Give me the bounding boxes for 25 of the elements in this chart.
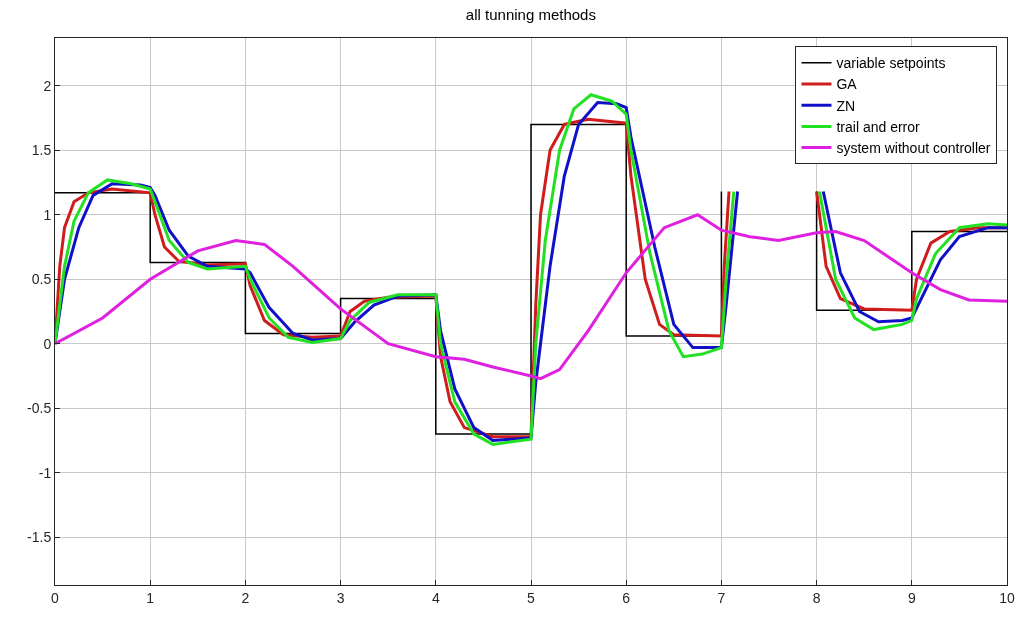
legend-label: GA — [836, 76, 858, 93]
y-tick-label: 1.5 — [31, 142, 52, 159]
x-tick-label: 10 — [999, 589, 1015, 606]
x-tick-label: 7 — [717, 589, 726, 606]
y-tick-label: 2 — [43, 77, 52, 94]
x-tick-label: 1 — [146, 589, 155, 606]
x-tick-label: 6 — [622, 589, 631, 606]
x-tick-label: 5 — [527, 589, 536, 606]
y-tick-label: 0.5 — [31, 271, 52, 288]
y-tick-label: 0 — [43, 335, 52, 352]
legend-label: variable setpoints — [836, 55, 946, 72]
legend-label: trail and error — [836, 118, 921, 135]
y-tick-label: -1.5 — [27, 529, 52, 546]
y-tick-label: -0.5 — [27, 400, 52, 417]
y-tick-label: 1 — [43, 206, 52, 223]
line-series — [55, 213, 1007, 381]
x-tick-label: 3 — [336, 589, 345, 606]
legend-label: ZN — [836, 97, 856, 114]
chart-title: all tunning methods — [465, 5, 596, 23]
y-tick-label: -1 — [38, 464, 52, 481]
x-tick-label: 2 — [241, 589, 250, 606]
legend-label: system without controller — [836, 140, 991, 157]
x-tick-label: 4 — [431, 589, 440, 606]
x-tick-label: 8 — [812, 589, 821, 606]
x-tick-label: 9 — [907, 589, 916, 606]
